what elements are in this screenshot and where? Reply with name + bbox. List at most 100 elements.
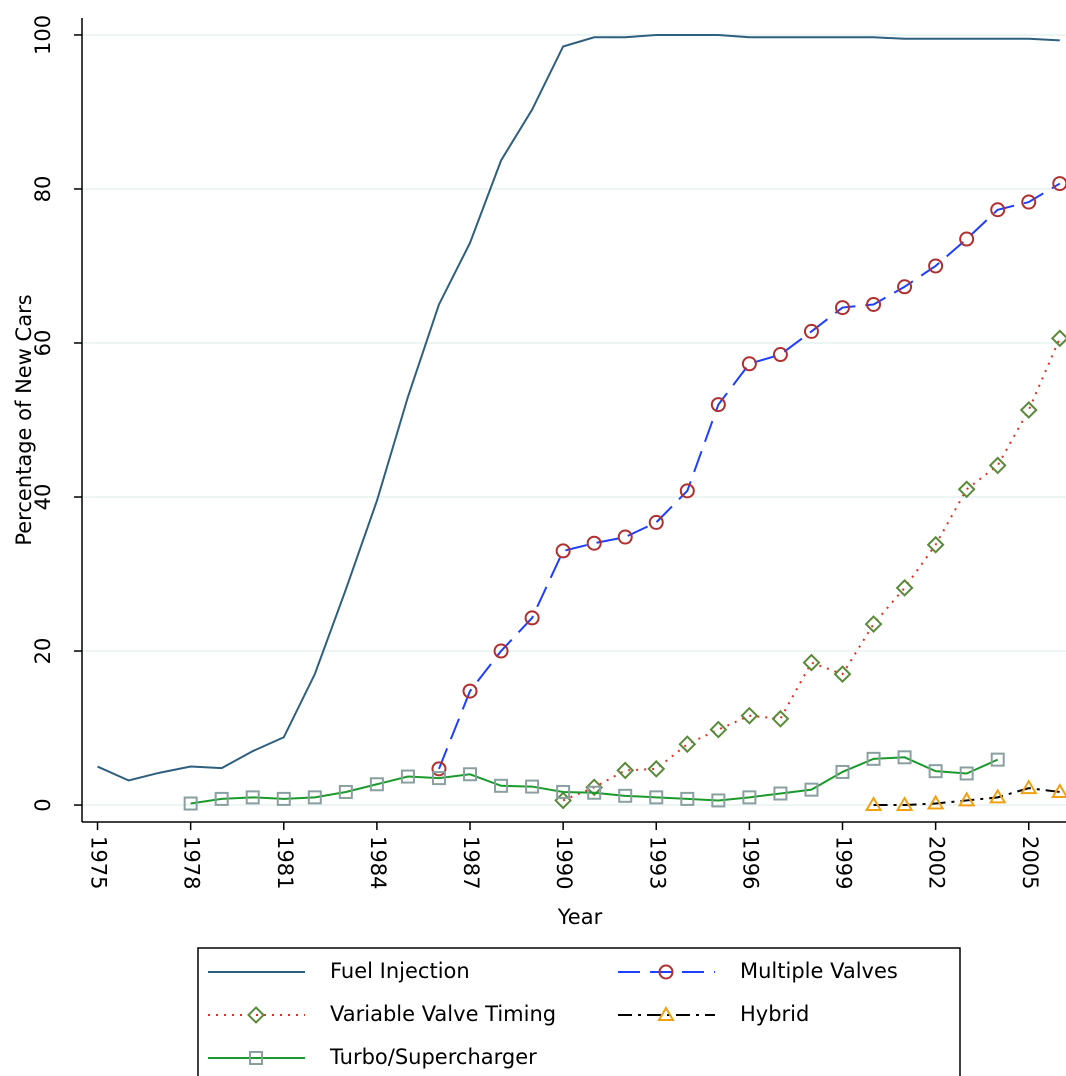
marker (772, 347, 788, 363)
marker (926, 535, 945, 554)
marker (803, 323, 819, 339)
marker (988, 456, 1007, 475)
y-tick-label: 80 (31, 176, 55, 203)
marker (556, 784, 571, 799)
marker (928, 258, 944, 274)
x-tick-label: 1993 (645, 836, 669, 889)
marker (618, 788, 633, 803)
marker (587, 785, 602, 800)
marker (657, 1006, 675, 1021)
marker (462, 683, 478, 699)
marker (957, 480, 976, 499)
x-tick-label: 1999 (832, 836, 856, 889)
y-tick-label: 100 (31, 15, 55, 55)
marker (183, 796, 198, 811)
marker (866, 296, 882, 312)
marker (617, 529, 633, 545)
marker (897, 750, 912, 765)
marker (802, 653, 821, 672)
y-tick-label: 20 (31, 638, 55, 665)
marker (678, 735, 697, 754)
marker (679, 483, 695, 499)
legend-label: Hybrid (740, 1002, 809, 1026)
marker (864, 615, 883, 633)
marker (833, 665, 852, 684)
marker (307, 790, 322, 805)
marker (463, 767, 478, 782)
marker (959, 766, 974, 781)
series-line (438, 182, 1061, 770)
series-line (562, 337, 1061, 802)
x-tick-label: 2002 (925, 836, 949, 889)
marker (864, 796, 883, 812)
marker (369, 777, 384, 792)
marker (804, 782, 819, 797)
y-axis-title: Percentage of New Cars (12, 294, 36, 545)
marker (990, 202, 1006, 218)
marker (990, 752, 1005, 767)
marker (959, 231, 975, 247)
y-tick-label: 60 (31, 330, 55, 357)
marker (647, 759, 666, 778)
y-tick-label: 40 (31, 484, 55, 511)
marker (616, 761, 635, 780)
legend-box (197, 947, 961, 1076)
series-line (190, 756, 999, 805)
x-tick-label: 1987 (459, 836, 483, 889)
marker (276, 791, 291, 806)
marker (680, 791, 695, 806)
marker (247, 1006, 265, 1024)
marker (658, 964, 674, 980)
marker (338, 784, 353, 799)
marker (866, 751, 881, 766)
marker (524, 610, 540, 626)
marker (245, 790, 260, 805)
marker (1052, 176, 1066, 192)
marker (1020, 779, 1038, 795)
legend-label: Fuel Injection (330, 959, 470, 983)
marker (649, 790, 664, 805)
x-tick-label: 2005 (1018, 836, 1042, 889)
x-tick-label: 1981 (273, 836, 297, 889)
marker (525, 779, 540, 794)
marker (895, 578, 914, 597)
marker (957, 791, 976, 807)
legend-label: Multiple Valves (740, 959, 898, 983)
marker (493, 643, 509, 659)
marker (494, 778, 509, 793)
marker (710, 397, 726, 413)
marker (1019, 401, 1038, 419)
marker (431, 761, 447, 777)
marker (249, 1051, 263, 1065)
legend-label: Variable Valve Timing (330, 1002, 556, 1026)
marker (585, 778, 604, 797)
x-tick-label: 1984 (366, 836, 390, 889)
marker (835, 300, 851, 316)
series-line (873, 787, 1060, 807)
x-tick-label: 1990 (552, 836, 576, 889)
marker (711, 793, 726, 808)
marker (926, 794, 945, 810)
marker (648, 514, 664, 530)
marker (1051, 782, 1066, 798)
marker (400, 769, 415, 784)
x-tick-label: 1996 (738, 836, 762, 889)
y-tick-label: 0 (31, 798, 55, 811)
marker (988, 788, 1007, 804)
marker (1021, 194, 1037, 210)
marker (771, 709, 790, 728)
marker (214, 791, 229, 806)
marker (586, 535, 602, 551)
legend-label: Turbo/Supercharger (329, 1045, 537, 1069)
marker (740, 706, 759, 725)
marker (555, 543, 571, 559)
marker (709, 720, 728, 739)
marker (742, 790, 757, 805)
series-line (97, 33, 1060, 782)
legend: Fuel Injection Multiple Valves Variable Va… (197, 947, 961, 1076)
marker (895, 796, 914, 812)
marker (431, 771, 446, 786)
marker (835, 764, 850, 779)
marker (928, 764, 943, 779)
